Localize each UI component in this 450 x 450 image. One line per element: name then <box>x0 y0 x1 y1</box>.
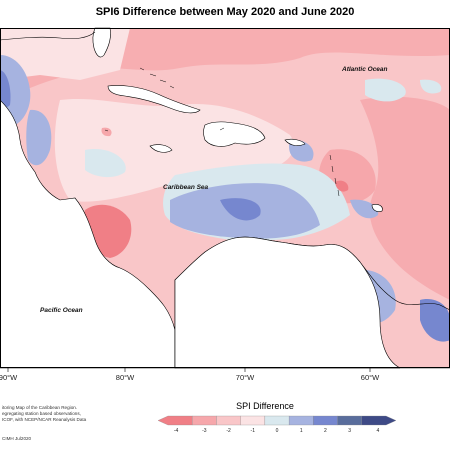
minor-islands <box>104 127 225 132</box>
longitude-tick-label: 80°W <box>116 373 135 382</box>
map-title: SPI6 Difference between May 2020 and Jun… <box>95 6 355 18</box>
cuba-landmass <box>107 85 201 114</box>
bahamas-islands <box>139 67 175 89</box>
colorbar-tick-label: 2 <box>324 428 327 434</box>
colorbar-tick-label: 1 <box>300 428 303 434</box>
colorbar-tick-label: -2 <box>226 428 231 434</box>
belize-wet <box>26 109 52 166</box>
small-islands <box>104 67 340 197</box>
windward-wet <box>350 199 379 219</box>
pacific-ocean-label: Pacific Ocean <box>40 307 83 314</box>
colorbar-swatch <box>313 415 338 426</box>
colorbar-tick-label: 4 <box>376 428 379 434</box>
colorbar-tick-label: -1 <box>251 428 256 434</box>
longitude-tick-label: 60°W <box>361 373 380 382</box>
longitude-axis: 90°W 80°W 70°W 60°W <box>0 368 380 382</box>
colorbar-tick-label: 0 <box>276 428 279 434</box>
colorbar-swatch <box>288 415 314 426</box>
colorbar: -4 -3 -2 -1 0 1 2 3 4 <box>157 415 397 434</box>
florida-landmass <box>92 27 111 58</box>
near-normal-patch-1 <box>85 149 126 178</box>
longitude-tick-label: 70°W <box>236 373 255 382</box>
caribbean-sea-label: Caribbean Sea <box>163 184 209 191</box>
colorbar-swatch <box>361 415 397 426</box>
hispaniola-landmass <box>203 121 266 147</box>
atlantic-near-normal-2 <box>420 79 442 94</box>
lesser-antilles <box>329 154 340 197</box>
yucatan-wet <box>0 55 31 125</box>
trinidad-landmass <box>371 204 383 212</box>
colorbar-swatch <box>157 415 193 426</box>
colorbar-swatch <box>216 415 241 426</box>
colorbar-tick-label: -3 <box>202 428 207 434</box>
credit-line: egregating station based observations, <box>2 411 81 416</box>
colorbar-tick-label: -4 <box>174 428 179 434</box>
copyright-text: CIMH Jul2020 <box>2 436 32 441</box>
gulf-north-coast <box>0 31 96 41</box>
credit-line: itoring Map of the Caribbean Region. <box>2 405 78 410</box>
atlantic-near-normal <box>365 78 406 102</box>
atlantic-ocean-label: Atlantic Ocean <box>341 66 388 73</box>
colorbar-swatch <box>240 415 266 426</box>
venezuela-colombia-landmass <box>174 236 401 369</box>
puerto-rico-landmass <box>284 138 306 146</box>
yucatan-moderate-wet <box>0 70 11 108</box>
atlantic-dry-area <box>360 96 450 300</box>
legend-title: SPI Difference <box>236 401 294 411</box>
longitude-tick-label: 90°W <box>0 373 18 382</box>
colorbar-swatch <box>264 415 290 426</box>
caribbean-moderate-wet <box>220 198 261 221</box>
colorbar-swatch <box>192 415 217 426</box>
colorbar-tick-label: 3 <box>348 428 351 434</box>
land-masses <box>0 27 450 369</box>
suriname-wet <box>420 299 450 342</box>
east-strong-dry <box>335 180 349 192</box>
jamaica-landmass <box>149 144 173 153</box>
credit-line: ICOF, with NCEP/NCAR Reanalysis Data <box>2 417 87 422</box>
cayman-dry <box>101 127 112 137</box>
colorbar-swatch <box>337 415 362 426</box>
central-america-landmass <box>0 99 176 369</box>
gulf-coastline <box>0 31 96 41</box>
credit-text: itoring Map of the Caribbean Region. egr… <box>2 405 132 423</box>
